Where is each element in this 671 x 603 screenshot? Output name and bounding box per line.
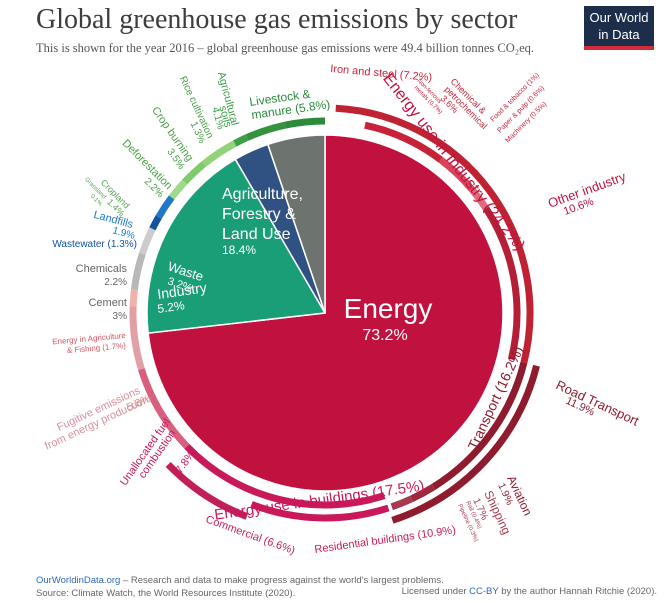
ring-chemicals — [139, 227, 156, 255]
page-title: Global greenhouse gas emissions by secto… — [36, 4, 518, 35]
label-soils-2: soils — [216, 104, 233, 129]
ring-rice — [233, 134, 249, 147]
ring-road-transport — [431, 361, 528, 490]
ring-commercial — [165, 462, 249, 520]
ring-livestock — [284, 117, 326, 129]
breakdown-rings — [129, 104, 540, 524]
ring-residential — [250, 501, 390, 522]
label-cement: Cement — [88, 297, 127, 309]
ring-cement — [130, 252, 146, 291]
ring-chemical — [438, 156, 475, 192]
owid-logo[interactable]: Our World in Data — [584, 6, 654, 50]
label-cement-pct: 3% — [113, 311, 128, 322]
ring-cropland — [168, 179, 188, 200]
footer-source: Source: Climate Watch, the World Resourc… — [36, 588, 296, 599]
footer-tagline: OurWorldinData.org – Research and data t… — [36, 575, 444, 586]
ring-landfills — [155, 195, 175, 219]
logo-line-1: Our World — [589, 10, 649, 25]
label-chemicals-pct: 2.2% — [104, 277, 127, 288]
label-agri-pct: 18.4% — [222, 243, 256, 257]
ring-other-industry — [483, 206, 521, 361]
ring-crop-burning — [201, 140, 237, 167]
ring-transport — [391, 364, 540, 524]
label-agri-1: Agriculture, — [222, 186, 303, 203]
label-agri-3: Land Use — [222, 226, 291, 243]
ring-deforestation — [182, 161, 207, 185]
page-subtitle: This is shown for the year 2016 – global… — [36, 41, 535, 55]
ring-wastewater — [149, 215, 162, 231]
label-chemicals: Chemicals — [76, 263, 128, 275]
label-residential: Residential buildings (10.9%) — [314, 524, 457, 556]
ring-energy-industry — [335, 104, 534, 364]
footer-license: Licensed under CC-BY by the author Hanna… — [402, 586, 657, 597]
footer-tagline-text: – Research and data to make progress aga… — [120, 575, 444, 586]
license-suffix: by the author Hannah Ritchie (2020). — [498, 586, 657, 597]
ring-shipping — [390, 495, 414, 511]
license-prefix: Licensed under — [401, 586, 470, 597]
logo-line-2: in Data — [598, 27, 640, 42]
slice-agriculture — [146, 158, 327, 334]
ring-unallocated — [138, 368, 190, 449]
label-energy-pct: 73.2% — [362, 327, 407, 344]
ring-minor-industry — [469, 187, 489, 211]
ring-buildings — [184, 443, 386, 509]
pie-slices — [146, 134, 504, 492]
label-commercial: Commercial (6.6%) — [204, 514, 297, 557]
ring-fugitive — [129, 306, 145, 371]
license-link[interactable]: CC-BY — [469, 586, 499, 597]
ring-energy-agri — [129, 289, 138, 307]
slice-industry — [266, 134, 326, 314]
ring-aviation — [410, 483, 436, 502]
label-energy: Energy — [344, 293, 433, 324]
ring-iron-steel — [364, 121, 443, 163]
ring-soils — [245, 121, 286, 141]
label-industry-pct: 5.2% — [156, 298, 185, 316]
label-industry: Industry — [156, 279, 208, 302]
label-agri-2: Forestry & — [222, 206, 296, 223]
label-wastewater: Wastewater (1.3%) — [52, 239, 137, 250]
site-link[interactable]: OurWorldinData.org — [36, 575, 121, 586]
